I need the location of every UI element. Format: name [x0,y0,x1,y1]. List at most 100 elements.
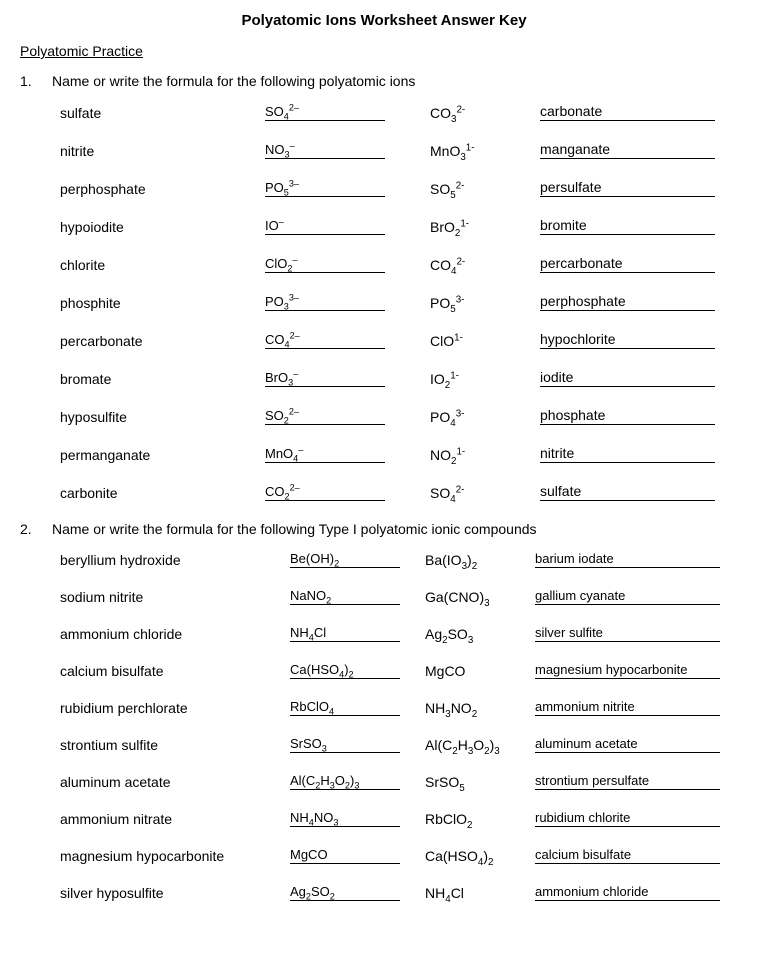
ion-formula-right: SO52- [430,181,530,197]
compound-formula-right: Ga(CNO)3 [425,589,535,605]
ion-name-right: sulfate [540,483,715,501]
ion-formula-left: ClO2– [265,256,385,273]
compound-name-right: silver sulfite [535,625,720,642]
ion-name-right: bromite [540,217,715,235]
ion-name-right: phosphate [540,407,715,425]
compound-formula-left: RbClO4 [290,699,400,716]
ion-formula-left: SO22– [265,408,385,425]
compound-formula-left: Al(C2H3O2)3 [290,773,400,790]
ion-name-left: sulfate [60,105,265,121]
ion-name-left: chlorite [60,257,265,273]
ion-formula-left: PO53– [265,180,385,197]
compound-name-left: rubidium perchlorate [60,700,290,716]
compound-name-right: aluminum acetate [535,736,720,753]
compound-name-right: strontium persulfate [535,773,720,790]
ion-name-left: permanganate [60,447,265,463]
question-2: 2. Name or write the formula for the fol… [20,521,748,537]
ion-name-right: manganate [540,141,715,159]
compound-formula-left: SrSO3 [290,736,400,753]
ion-name-right: perphosphate [540,293,715,311]
compound-name-left: sodium nitrite [60,589,290,605]
ion-name-right: nitrite [540,445,715,463]
table-row: rubidium perchlorateRbClO4NH3NO2ammonium… [20,699,748,716]
table-row: hypoioditeIO– BrO21- bromite [20,217,748,235]
ion-formula-left: IO– [265,218,385,235]
compound-formula-right: MgCO [425,663,535,679]
compound-formula-left: Be(OH)2 [290,551,400,568]
compound-formula-right: NH4Cl [425,885,535,901]
compound-name-left: magnesium hypocarbonite [60,848,290,864]
ion-name-left: perphosphate [60,181,265,197]
ion-formula-left: CO22– [265,484,385,501]
compound-name-left: ammonium nitrate [60,811,290,827]
ion-formula-right: SO42- [430,485,530,501]
compound-formula-right: Al(C2H3O2)3 [425,737,535,753]
compound-formula-right: RbClO2 [425,811,535,827]
ion-name-left: hyposulfite [60,409,265,425]
section-header: Polyatomic Practice [20,43,748,59]
table-row: strontium sulfiteSrSO3 Al(C2H3O2)3aluminu… [20,736,748,753]
ion-name-left: bromate [60,371,265,387]
compound-name-right: calcium bisulfate [535,847,720,864]
compound-formula-right: Ca(HSO4)2 [425,848,535,864]
ion-formula-right: IO21- [430,371,530,387]
table-row: perphosphatePO53– SO52- persulfate [20,179,748,197]
ion-formula-left: MnO4– [265,446,385,463]
compound-formula-left: MgCO [290,847,400,864]
table-row: aluminum acetateAl(C2H3O2)3SrSO5strontiu… [20,773,748,790]
table-row: magnesium hypocarboniteMgCO Ca(HSO4)2calc… [20,847,748,864]
ion-name-left: hypoiodite [60,219,265,235]
ion-formula-right: NO21- [430,447,530,463]
compound-formula-right: Ba(IO3)2 [425,552,535,568]
table-row: ammonium chlorideNH4ClAg2SO3silver sulfi… [20,625,748,642]
question-1: 1. Name or write the formula for the fol… [20,73,748,89]
q1-rows-container: sulfateSO42–CO32-carbonatenitriteNO3–MnO… [20,103,748,501]
table-row: ammonium nitrateNH4NO3RbClO2rubidium chl… [20,810,748,827]
ion-formula-right: CO42- [430,257,530,273]
compound-formula-right: SrSO5 [425,774,535,790]
compound-name-left: beryllium hydroxide [60,552,290,568]
ion-formula-right: PO53- [430,295,530,311]
q2-text: Name or write the formula for the follow… [52,521,748,537]
table-row: sodium nitriteNaNO2Ga(CNO)3gallium cyana… [20,588,748,605]
ion-name-right: percarbonate [540,255,715,273]
compound-name-right: gallium cyanate [535,588,720,605]
compound-name-right: rubidium chlorite [535,810,720,827]
table-row: phosphitePO33–PO53-perphosphate [20,293,748,311]
ion-formula-right: CO32- [430,105,530,121]
table-row: sulfateSO42–CO32-carbonate [20,103,748,121]
ion-formula-left: CO42– [265,332,385,349]
ion-formula-right: ClO1- [430,333,530,349]
ion-name-left: carbonite [60,485,265,501]
ion-formula-left: BrO3– [265,370,385,387]
table-row: hyposulfiteSO22– PO43- phosphate [20,407,748,425]
q2-rows-container: beryllium hydroxideBe(OH)2 Ba(IO3)2barium… [20,551,748,901]
table-row: bromateBrO3–IO21-iodite [20,369,748,387]
table-row: carboniteCO22– SO42- sulfate [20,483,748,501]
compound-formula-left: Ca(HSO4)2 [290,662,400,679]
ion-formula-right: BrO21- [430,219,530,235]
compound-formula-left: NH4Cl [290,625,400,642]
compound-name-right: barium iodate [535,551,720,568]
compound-formula-left: Ag2SO2 [290,884,400,901]
ion-name-right: hypochlorite [540,331,715,349]
q2-number: 2. [20,521,52,537]
compound-name-left: strontium sulfite [60,737,290,753]
ion-name-right: carbonate [540,103,715,121]
compound-formula-right: NH3NO2 [425,700,535,716]
ion-name-left: percarbonate [60,333,265,349]
table-row: chloriteClO2– CO42- percarbonate [20,255,748,273]
table-row: permanganateMnO4– NO21- nitrite [20,445,748,463]
table-row: calcium bisulfateCa(HSO4)2 MgCOmagnesium … [20,662,748,679]
compound-name-right: ammonium chloride [535,884,720,901]
ion-name-left: phosphite [60,295,265,311]
compound-name-right: magnesium hypocarbonite [535,662,720,679]
compound-name-left: calcium bisulfate [60,663,290,679]
compound-name-left: silver hyposulfite [60,885,290,901]
q1-number: 1. [20,73,52,89]
compound-formula-right: Ag2SO3 [425,626,535,642]
ion-formula-right: MnO31- [430,143,530,159]
ion-name-right: persulfate [540,179,715,197]
ion-formula-right: PO43- [430,409,530,425]
q1-text: Name or write the formula for the follow… [52,73,748,89]
